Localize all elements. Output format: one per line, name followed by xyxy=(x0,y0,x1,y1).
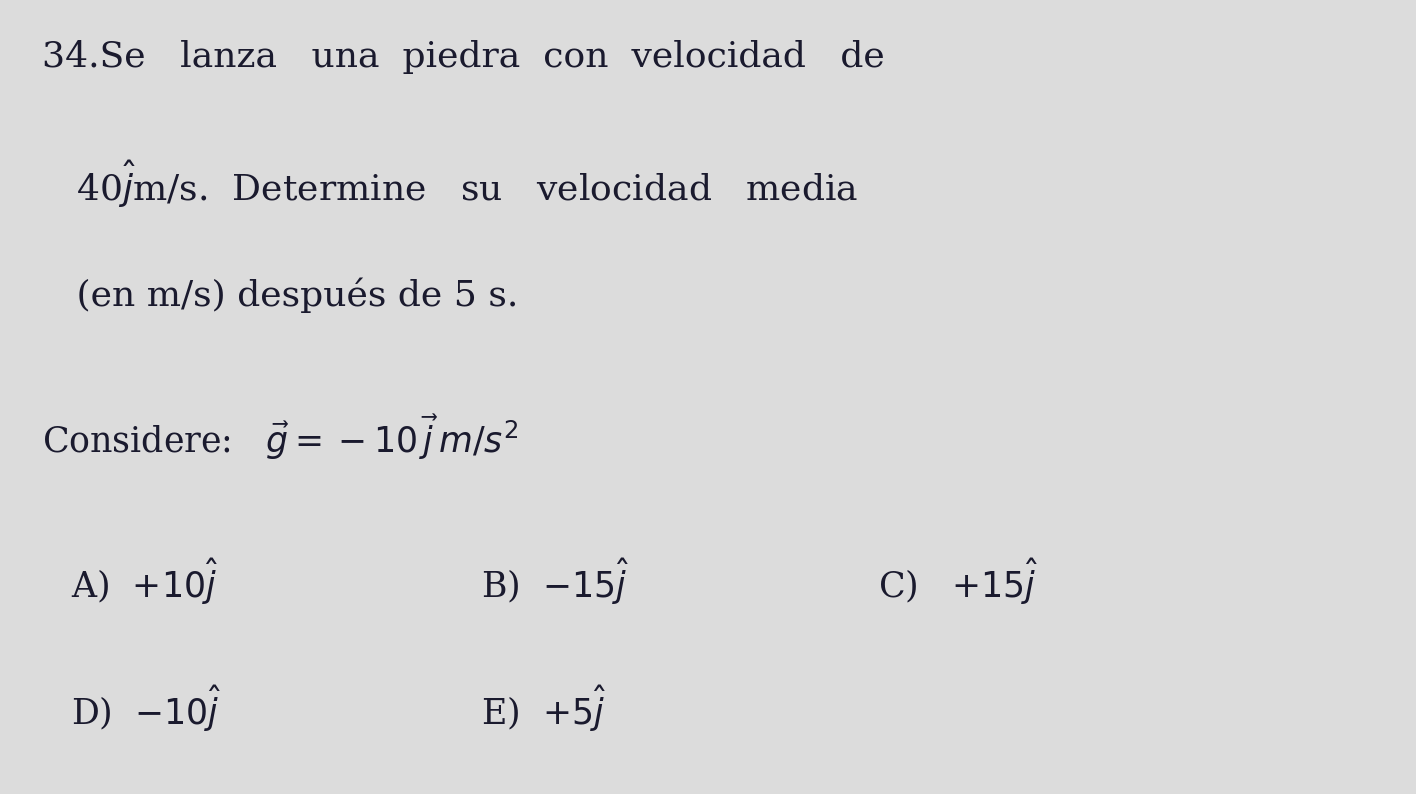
Text: E)  $+5\hat{j}$: E) $+5\hat{j}$ xyxy=(481,683,607,734)
Text: Considere:   $\vec{g}=-10\,\vec{j}\,m/s^2$: Considere: $\vec{g}=-10\,\vec{j}\,m/s^2$ xyxy=(42,413,520,462)
Text: D)  $-10\hat{j}$: D) $-10\hat{j}$ xyxy=(71,683,221,734)
Text: (en m/s) después de 5 s.: (en m/s) después de 5 s. xyxy=(42,278,518,314)
Text: B)  $-15\hat{j}$: B) $-15\hat{j}$ xyxy=(481,556,629,607)
Text: A)  $+10\hat{j}$: A) $+10\hat{j}$ xyxy=(71,556,218,607)
Text: 34.Se   lanza   una  piedra  con  velocidad   de: 34.Se lanza una piedra con velocidad de xyxy=(42,40,885,74)
Text: C)   $+15\hat{j}$: C) $+15\hat{j}$ xyxy=(878,556,1038,607)
Text: 40$\hat{j}$m/s.  Determine   su   velocidad   media: 40$\hat{j}$m/s. Determine su velocidad m… xyxy=(42,159,860,210)
